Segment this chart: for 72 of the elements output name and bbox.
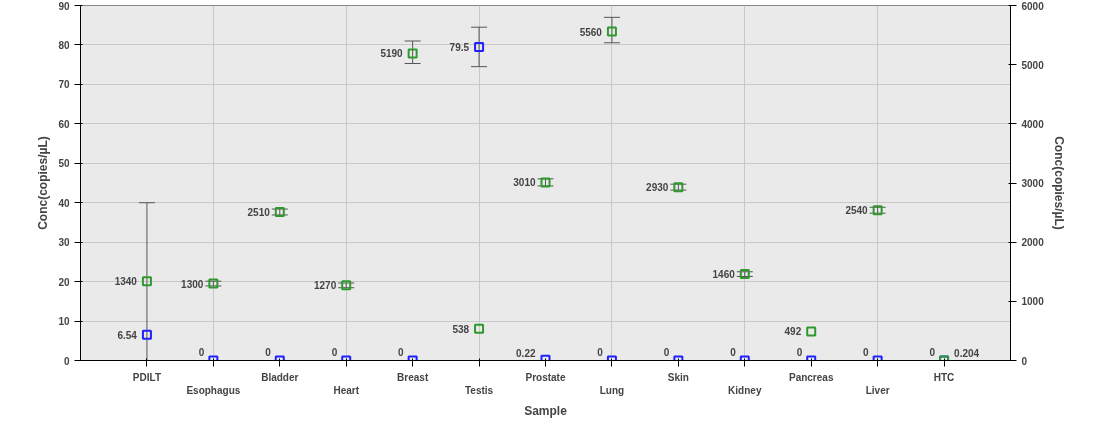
point — [407, 48, 418, 59]
y2-tick-label: 2000 — [1021, 237, 1045, 249]
point — [806, 326, 817, 337]
data-label: 1270 — [313, 280, 337, 292]
x-tick-label: Heart — [333, 384, 360, 396]
y-tick-label: 70 — [58, 79, 70, 91]
point — [739, 269, 750, 280]
y2-axis-title: Conc(copies/µL) — [1051, 136, 1066, 230]
x-tick-label: Prostate — [525, 371, 566, 383]
y2-tick-label: 0 — [1021, 355, 1028, 367]
x-tick-label: Breast — [397, 371, 429, 383]
point — [673, 182, 684, 193]
x-tick-label: PDILT — [132, 371, 162, 383]
y-axis-title: Conc(copies/µL) — [36, 136, 51, 230]
y-tick-label: 80 — [58, 39, 70, 51]
x-tick-label: HTC — [933, 371, 955, 383]
x-tick-label: Lung — [599, 384, 625, 396]
data-label: 1300 — [181, 278, 204, 290]
point — [606, 26, 617, 37]
y-tick-label: 40 — [58, 197, 70, 209]
y-tick-label: 60 — [58, 118, 70, 130]
data-label: 79.5 — [449, 41, 470, 53]
data-label: 5560 — [579, 26, 603, 38]
data-label: 0 — [663, 346, 670, 358]
y2-tick-label: 1000 — [1021, 296, 1045, 308]
y2-tick-label: 5000 — [1021, 59, 1045, 71]
data-label: 0 — [863, 346, 870, 358]
x-tick-label: Kidney — [728, 384, 762, 396]
data-label: 2540 — [845, 205, 869, 217]
y-tick-label: 10 — [58, 316, 70, 328]
point — [341, 280, 352, 291]
data-label: 2930 — [646, 182, 669, 194]
data-label: 1460 — [712, 269, 736, 281]
y2-tick-label: 6000 — [1021, 0, 1045, 12]
y2-tick-label: 3000 — [1021, 178, 1045, 189]
y-tick-label: 50 — [58, 158, 70, 170]
x-tick-label: Liver — [865, 384, 890, 396]
y-tick-label: 20 — [58, 276, 70, 288]
data-label: 3010 — [513, 177, 536, 189]
point — [474, 323, 485, 334]
data-label: 0 — [597, 346, 604, 358]
data-label: 0 — [398, 346, 405, 358]
point — [540, 177, 551, 188]
point — [141, 276, 152, 287]
x-tick-label: Skin — [667, 371, 689, 383]
data-label: 0.22 — [516, 347, 536, 359]
data-label: 538 — [452, 323, 470, 335]
x-tick-label: Esophagus — [186, 384, 241, 396]
data-label: 0 — [796, 346, 803, 358]
x-tick-label: Bladder — [261, 371, 299, 383]
x-tick-label: Pancreas — [788, 371, 834, 383]
point — [274, 206, 285, 217]
point — [872, 205, 883, 216]
data-label: 0.204 — [954, 348, 980, 360]
data-label: 1340 — [114, 276, 138, 288]
data-label: 0 — [929, 346, 936, 358]
data-label: 5190 — [380, 48, 404, 60]
y2-tick-label: 4000 — [1021, 118, 1045, 130]
data-label: 0 — [331, 346, 338, 358]
data-label: 0 — [730, 346, 737, 358]
y-tick-label: 90 — [58, 0, 70, 12]
point — [208, 278, 219, 289]
x-tick-label: Testis — [464, 384, 494, 396]
data-label: 492 — [784, 326, 802, 338]
x-axis-title: Sample — [524, 403, 568, 418]
point — [474, 41, 485, 52]
data-label: 6.54 — [117, 329, 138, 341]
y-tick-label: 0 — [63, 355, 70, 367]
y-tick-label: 30 — [58, 237, 70, 249]
data-label: 2510 — [247, 206, 271, 218]
data-label: 0 — [265, 346, 272, 358]
data-label: 0 — [198, 346, 205, 358]
